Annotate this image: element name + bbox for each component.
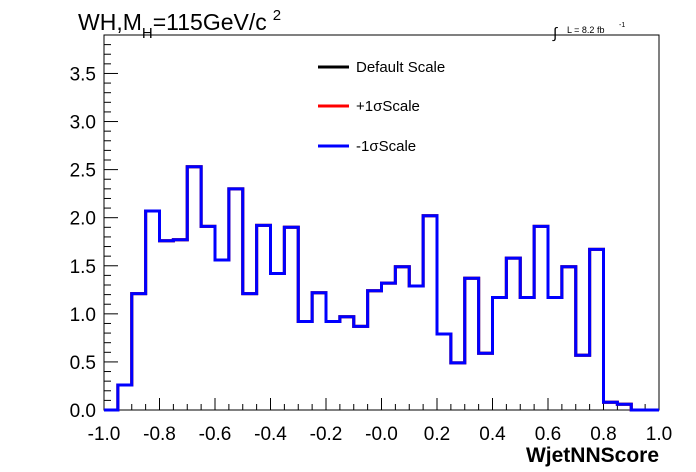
- x-tick-label: -0.4: [254, 424, 287, 445]
- y-tick-label: 1.0: [70, 305, 96, 326]
- x-tick-label: -1.0: [88, 424, 121, 445]
- title-superscript: 2: [273, 7, 281, 24]
- legend: Default Scale +1σScale -1σScale: [318, 59, 445, 155]
- x-tick-label: 0.4: [479, 424, 506, 445]
- x-axis-label: WjetNNScore: [526, 444, 659, 467]
- y-tick-label: 3.5: [70, 64, 96, 85]
- y-tick-label: 0.0: [70, 401, 96, 422]
- x-tick-label: 1.0: [646, 424, 672, 445]
- legend-entry-label: Default Scale: [356, 59, 445, 76]
- title-middle: =115GeV/c: [153, 9, 267, 35]
- title-prefix: WH,M: [78, 9, 142, 35]
- chart-title: WH,MH=115GeV/c 2: [78, 7, 281, 42]
- x-tick-label: -0.0: [365, 424, 398, 445]
- luminosity-label: L = 8.2 fb: [567, 25, 604, 35]
- legend-entry-label: -1σScale: [356, 138, 416, 155]
- integral-symbol: ∫: [552, 25, 559, 42]
- x-tick-label: -0.8: [143, 424, 176, 445]
- x-tick-label: -0.6: [199, 424, 232, 445]
- series-line-2: [104, 165, 659, 412]
- x-tick-label: 0.2: [424, 424, 450, 445]
- luminosity-exponent: -1: [619, 22, 625, 29]
- y-tick-label: 2.5: [70, 161, 96, 182]
- legend-entry-label: +1σScale: [356, 98, 420, 115]
- y-tick-label: 2.0: [70, 209, 96, 230]
- title-subscript: H: [142, 25, 153, 42]
- x-tick-label: -0.2: [310, 424, 343, 445]
- x-tick-label: 0.6: [535, 424, 561, 445]
- y-tick-label: 1.5: [70, 257, 96, 278]
- y-tick-label: 3.0: [70, 113, 96, 134]
- axis-ticks: -1.0 -0.8 -0.6 -0.4 -0.2 -0.0 0.2 0.4 0.6 0.8 1.0 0…: [70, 44, 672, 445]
- series-layer: [104, 165, 659, 412]
- x-tick-label: 0.8: [590, 424, 616, 445]
- y-tick-label: 0.5: [70, 353, 96, 374]
